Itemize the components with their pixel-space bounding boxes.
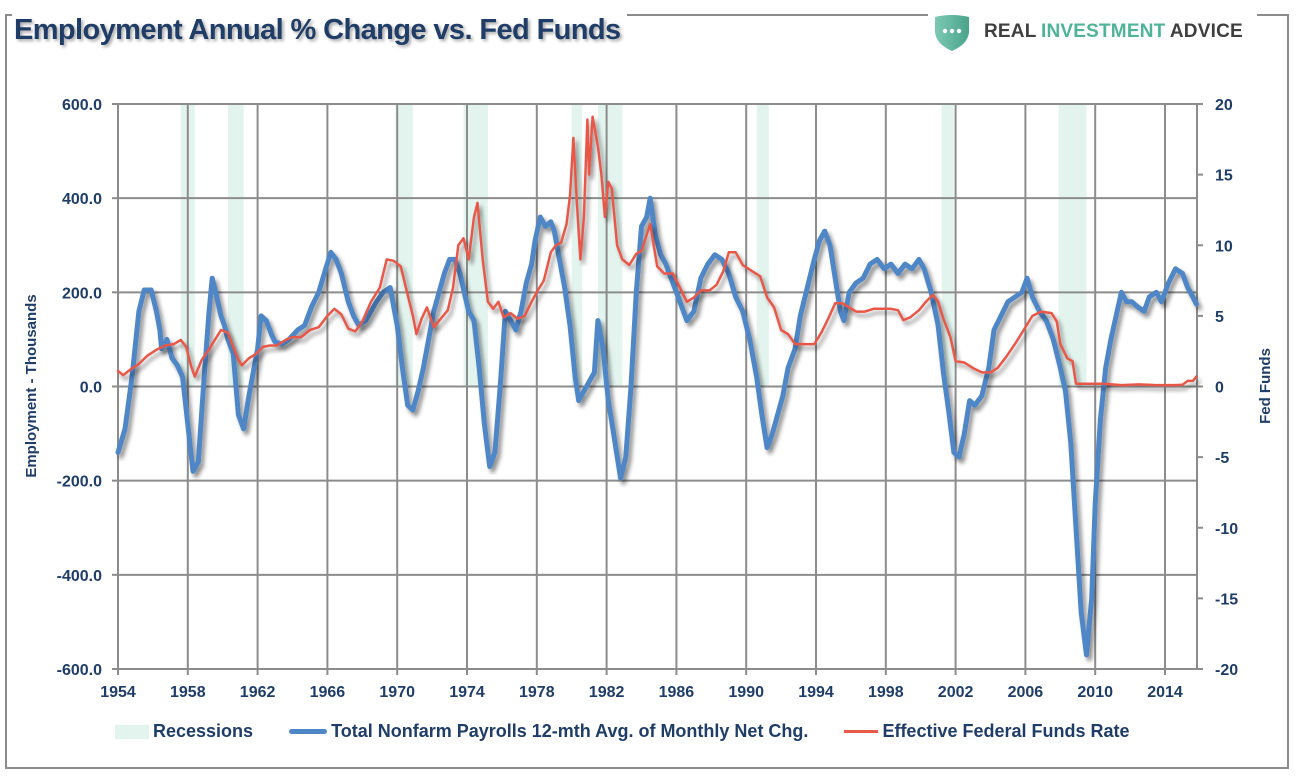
legend-swatch-payrolls xyxy=(289,729,328,734)
x-tick-label: 1978 xyxy=(519,684,555,701)
legend: Recessions Total Nonfarm Payrolls 12-mth… xyxy=(115,721,1166,742)
y-tick-label: -600.0 xyxy=(57,662,102,679)
x-tick-label: 1958 xyxy=(170,684,206,701)
y-tick-label: -200.0 xyxy=(57,474,102,491)
legend-swatch-recessions xyxy=(115,724,149,739)
recession-band xyxy=(571,104,583,387)
y-tick-label: 400.0 xyxy=(62,191,102,208)
x-tick-label: 2010 xyxy=(1077,684,1113,701)
x-tick-label: 1998 xyxy=(868,684,904,701)
x-tick-label: 1990 xyxy=(728,684,764,701)
y2-tick-label: 20 xyxy=(1215,97,1233,114)
y2-axis-title: Fed Funds xyxy=(1257,348,1274,424)
x-tick-label: 1966 xyxy=(310,684,346,701)
legend-item-fed-funds: Effective Federal Funds Rate xyxy=(844,721,1130,742)
x-tick-label: 1962 xyxy=(240,684,276,701)
y-tick-label: 600.0 xyxy=(62,97,102,114)
gridlines xyxy=(117,103,1197,675)
brand-word-advice: ADVICE xyxy=(1169,21,1243,42)
y-tick-label: 200.0 xyxy=(62,285,102,302)
x-tick-label: 2014 xyxy=(1147,684,1183,701)
y2-tick-label: 0 xyxy=(1215,380,1224,397)
y-tick-label: -400.0 xyxy=(57,568,102,585)
brand-word-real: REAL xyxy=(984,21,1037,42)
recession-band xyxy=(227,104,244,387)
y-tick-label: 0.0 xyxy=(80,380,102,397)
y2-axis-tick-labels: 20 15 10 5 0 -5 -10 -15 -20 xyxy=(1215,97,1238,679)
x-tick-label: 2002 xyxy=(938,684,974,701)
x-tick-label: 1974 xyxy=(449,684,485,701)
axes xyxy=(112,103,1203,670)
y2-tick-label: -15 xyxy=(1215,591,1238,608)
series-lines xyxy=(115,115,1199,658)
payrolls-line xyxy=(115,195,1199,658)
legend-item-recessions: Recessions xyxy=(115,721,253,742)
chart-title: Employment Annual % Change vs. Fed Funds xyxy=(12,12,627,47)
legend-swatch-fed-funds xyxy=(844,730,879,733)
recession-band xyxy=(756,104,769,387)
recession-band xyxy=(1058,104,1087,387)
x-tick-label: 2006 xyxy=(1008,684,1044,701)
y2-tick-label: -20 xyxy=(1215,662,1238,679)
x-tick-label: 1954 xyxy=(100,684,136,701)
legend-label-fed-funds: Effective Federal Funds Rate xyxy=(882,721,1130,741)
y2-tick-label: 15 xyxy=(1215,168,1233,185)
brand-logo: REAL INVESTMENT ADVICE xyxy=(928,12,1257,52)
y2-tick-label: 5 xyxy=(1215,309,1224,326)
brand-word-investment: INVESTMENT xyxy=(1040,21,1166,42)
legend-item-payrolls: Total Nonfarm Payrolls 12-mth Avg. of Mo… xyxy=(289,721,808,742)
y-axis-title: Employment - Thousands xyxy=(23,294,40,477)
fed-funds-line xyxy=(116,115,1198,387)
y2-tick-label: 10 xyxy=(1215,238,1233,255)
y2-tick-label: -10 xyxy=(1215,521,1238,538)
recession-band xyxy=(395,104,413,387)
shield-chat-icon xyxy=(935,15,969,51)
legend-label-recessions: Recessions xyxy=(153,721,254,741)
x-tick-label: 1994 xyxy=(798,684,834,701)
y-axis-tick-labels: 600.0 400.0 200.0 0.0 -200.0 -400.0 -600.0 xyxy=(57,97,102,679)
recession-band xyxy=(941,104,954,387)
y2-tick-label: -5 xyxy=(1215,450,1229,467)
x-tick-label: 1970 xyxy=(379,684,415,701)
legend-label-payrolls: Total Nonfarm Payrolls 12-mth Avg. of Mo… xyxy=(331,721,809,741)
x-tick-label: 1982 xyxy=(589,684,625,701)
x-axis-tick-labels: 1954 1958 1962 1966 1970 1974 1978 1982 1986 1990… xyxy=(100,684,1183,701)
x-tick-label: 1986 xyxy=(659,684,695,701)
chart-frame xyxy=(5,14,1289,769)
